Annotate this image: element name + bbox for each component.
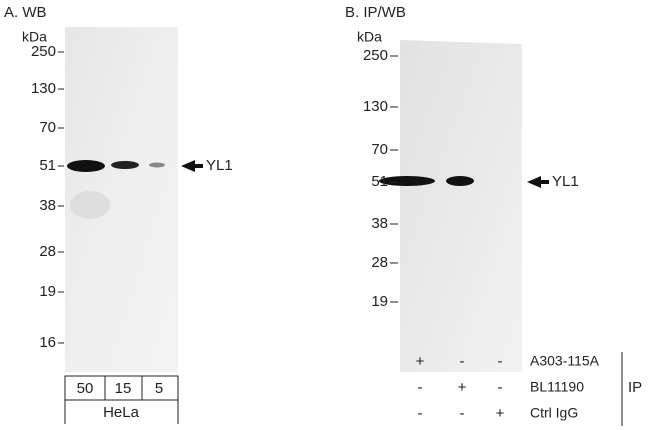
unit: kDa: [357, 29, 382, 45]
marker-label: 38: [371, 215, 388, 232]
marker-label: 70: [39, 119, 56, 136]
arrow: [527, 176, 549, 188]
ip-mark: +: [496, 405, 505, 422]
smear: [70, 191, 110, 219]
unit: kDa: [22, 29, 47, 45]
sample-label: HeLa: [103, 404, 140, 421]
ip-mark: -: [460, 353, 465, 370]
lane-box: [64, 375, 179, 401]
marker-label: 70: [371, 141, 388, 158]
ip-mark: -: [498, 379, 503, 396]
lane-label: 5: [155, 380, 163, 397]
marker-label: 130: [31, 80, 56, 97]
ip-mark: -: [418, 379, 423, 396]
marker-label: 250: [363, 47, 388, 64]
lane-label: 50: [77, 380, 94, 397]
marker-label: 250: [31, 43, 56, 60]
ip-mark: -: [460, 405, 465, 422]
ip-mark: +: [416, 353, 425, 370]
marker-label: 28: [39, 243, 56, 260]
target-label: YL1: [552, 173, 579, 190]
antibody-label: BL11190: [530, 379, 584, 395]
marker-label: 16: [39, 334, 56, 351]
panel-title: A. WB: [4, 4, 47, 21]
marker-label: 130: [363, 98, 388, 115]
ip-mark: -: [498, 353, 503, 370]
band: [446, 176, 474, 186]
antibody-label: Ctrl IgG: [530, 405, 578, 421]
ip-label: IP: [628, 379, 642, 396]
marker-label: 28: [371, 254, 388, 271]
arrow: [181, 160, 203, 172]
marker-label: 38: [39, 197, 56, 214]
band: [67, 160, 105, 172]
panel-title: B. IP/WB: [345, 4, 406, 21]
marker-label: 51: [371, 173, 388, 190]
ip-mark: -: [418, 405, 423, 422]
band: [111, 161, 139, 169]
marker-label: 19: [39, 283, 56, 300]
marker-label: 19: [371, 293, 388, 310]
lane-label: 15: [115, 380, 132, 397]
band: [149, 162, 165, 168]
ip-mark: +: [458, 379, 467, 396]
marker-label: 51: [39, 157, 56, 174]
blot: [400, 40, 522, 372]
antibody-label: A303-115A: [530, 353, 600, 369]
band: [379, 176, 435, 186]
target-label: YL1: [206, 157, 233, 174]
